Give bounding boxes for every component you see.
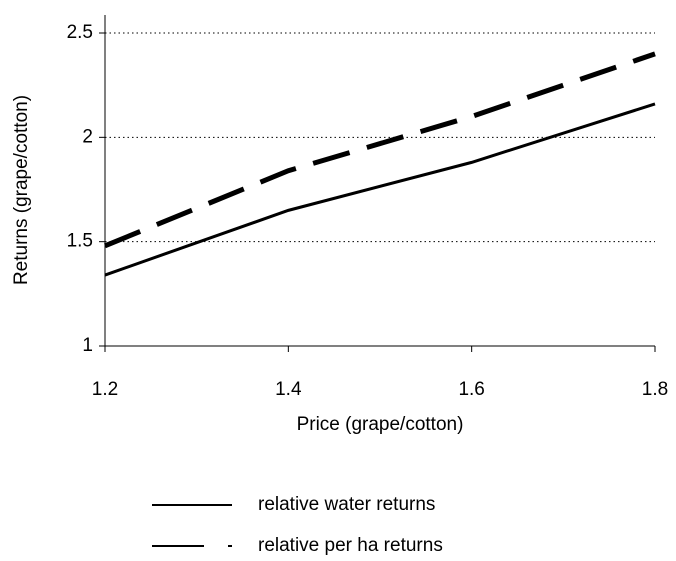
y-axis-label: Returns (grape/cotton) [11, 95, 32, 285]
x-tick-label: 1.4 [275, 379, 302, 400]
y-tick-label: 1.5 [67, 231, 93, 252]
x-tick-label: 1.2 [92, 379, 118, 400]
y-tick-label: 2.5 [67, 22, 93, 43]
x-tick-label: 1.8 [642, 379, 668, 400]
y-tick-label: 2 [82, 126, 93, 147]
data-line [104, 51, 656, 249]
legend-label: relative water returns [258, 494, 435, 515]
y-tick-label: 1 [82, 335, 93, 356]
x-tick-label: 1.6 [458, 379, 484, 400]
legend-label: relative per ha returns [258, 535, 443, 556]
x-axis-label: Price (grape/cotton) [297, 414, 464, 435]
data-line [104, 102, 656, 277]
